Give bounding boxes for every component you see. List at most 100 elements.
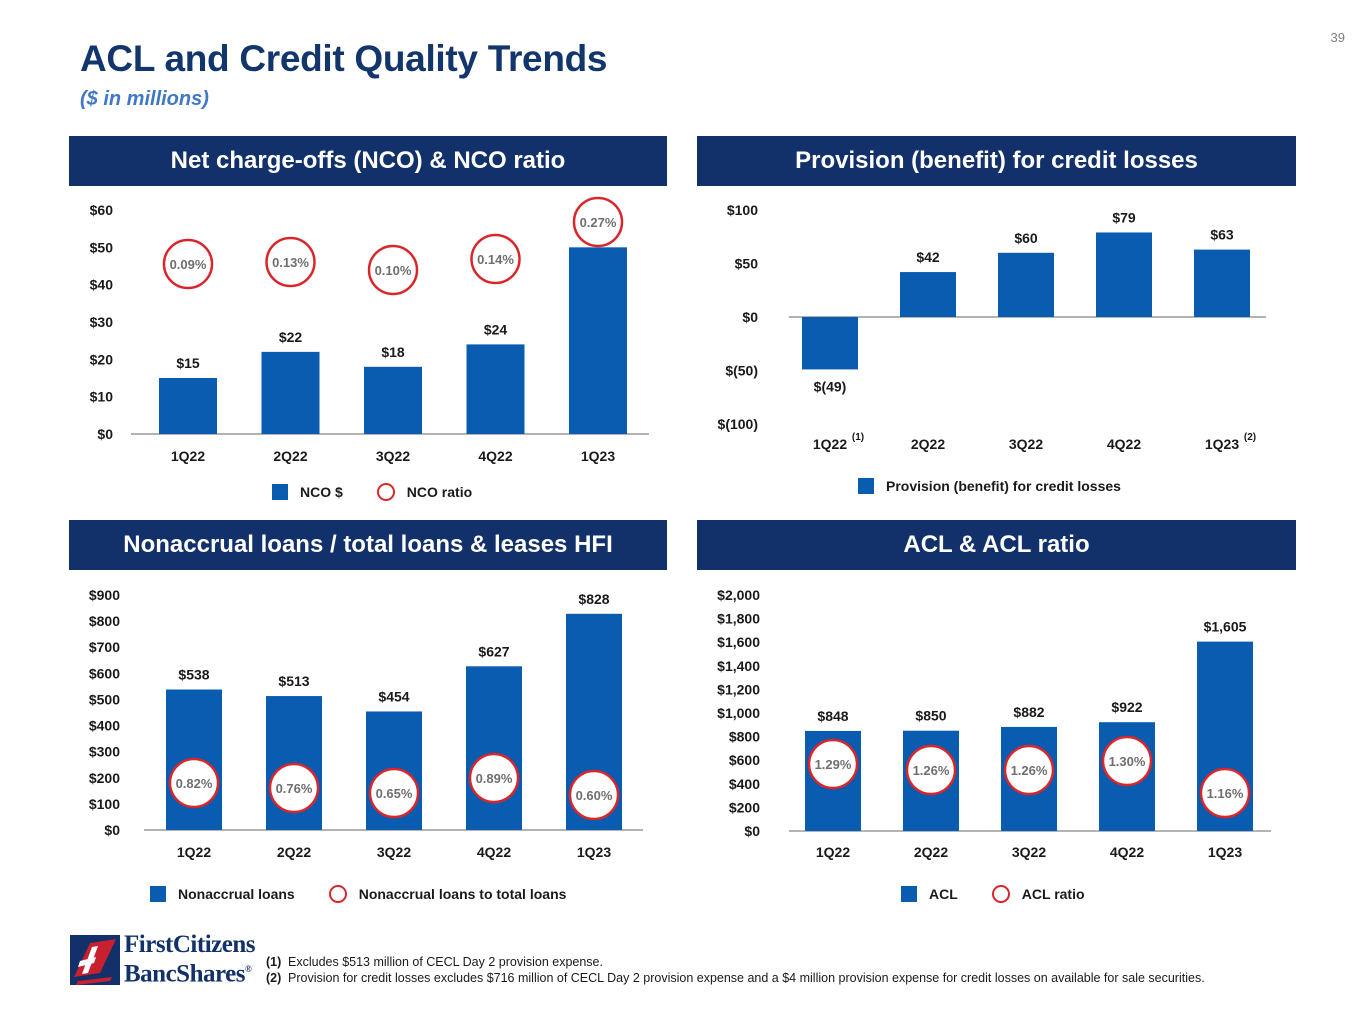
bar-1Q23: [1194, 249, 1250, 317]
page-title: ACL and Credit Quality Trends: [80, 38, 608, 79]
category-label: 1Q22: [816, 844, 850, 860]
ratio-label: 1.30%: [1109, 754, 1146, 769]
page-subtitle: ($ in millions): [80, 88, 209, 110]
provision-panel: Provision (benefit) for credit losses $(…: [697, 136, 1296, 506]
bar-3Q22: [364, 366, 422, 434]
flag-logo-icon: [70, 934, 120, 985]
ratio-ring: [168, 757, 220, 809]
y-tick-label: $30: [90, 314, 114, 330]
category-label: 1Q22: [813, 436, 847, 452]
legend-label-provision: Provision (benefit) for credit losses: [886, 478, 1121, 494]
nco-panel-header: Net charge-offs (NCO) & NCO ratio: [69, 136, 667, 186]
legend-label-nonaccrual-ratio: Nonaccrual loans to total loans: [358, 886, 567, 902]
category-footnote-marker: (1): [852, 432, 864, 443]
ratio-label: 0.82%: [176, 776, 213, 791]
ratio-ring: [572, 196, 624, 248]
category-label: 2Q22: [914, 844, 948, 860]
category-label: 4Q22: [477, 844, 511, 860]
category-label: 3Q22: [376, 448, 410, 464]
legend-ring-acl-ratio: [991, 885, 1010, 903]
bar-value-label: $(49): [814, 378, 847, 394]
category-footnote-marker: (2): [1244, 432, 1256, 443]
legend-label-nco-ratio: NCO ratio: [406, 484, 473, 500]
bar-value-label: $22: [279, 329, 303, 345]
ratio-label: 1.29%: [815, 757, 852, 772]
y-tick-label: $1,800: [717, 611, 760, 627]
category-label: 3Q22: [1009, 436, 1043, 452]
ratio-ring: [470, 233, 521, 285]
ratio-label: 0.13%: [272, 255, 309, 270]
category-label: 1Q23: [581, 448, 615, 464]
acl-chart: $0 $200 $400 $600 $800 $1,000 $1,200 $1,400 $1,6…: [717, 587, 1271, 860]
y-tick-label: $200: [89, 770, 120, 786]
ratio-label: 0.76%: [276, 781, 313, 796]
legend-swatch-provision: [858, 478, 874, 494]
legend-label-nco-dollars: NCO $: [300, 484, 343, 500]
category-label: 3Q22: [1012, 844, 1046, 860]
y-tick-label: $2,000: [717, 587, 760, 603]
bar-value-label: $538: [178, 667, 209, 683]
legend-label-nonaccrual: Nonaccrual loans: [178, 886, 295, 902]
bar-2Q22: [261, 351, 320, 434]
y-tick-label: $0: [97, 426, 113, 442]
bar-value-label: $848: [817, 708, 848, 724]
nco-chart: $0 $10 $20 $30 $40 $50 $60 $15 1Q22 0.09% $22 2Q22 0…: [90, 196, 649, 464]
y-tick-label: $400: [729, 776, 760, 792]
legend-swatch-acl: [901, 886, 917, 902]
provision-legend: Provision (benefit) for credit losses: [858, 478, 1121, 494]
bar-value-label: $18: [381, 344, 405, 360]
bar-1Q22: [159, 378, 217, 434]
bar-4Q22: [1096, 232, 1152, 317]
page-number: 39: [1330, 30, 1345, 45]
y-tick-label: $100: [89, 796, 120, 812]
y-tick-label: $100: [727, 202, 758, 218]
y-tick-label: $10: [90, 389, 114, 405]
y-tick-label: $0: [744, 823, 760, 839]
y-tick-label: $0: [742, 309, 758, 325]
bar-4Q22: [466, 666, 522, 830]
bar-value-label: $15: [176, 355, 200, 371]
ratio-label: 0.27%: [580, 215, 617, 230]
bar-1Q22: [802, 317, 858, 370]
y-tick-label: $700: [89, 639, 120, 655]
y-tick-label: $200: [729, 799, 760, 815]
bar-value-label: $1,605: [1204, 619, 1247, 635]
footnote-2-text: Provision for credit losses excludes $71…: [288, 971, 1205, 985]
category-label: 1Q23: [1205, 436, 1239, 452]
footnote-2: (2) Provision for credit losses excludes…: [266, 970, 1205, 986]
nonaccrual-panel: Nonaccrual loans / total loans & leases …: [69, 520, 667, 910]
y-tick-label: $1,000: [717, 705, 760, 721]
bar-value-label: $828: [578, 591, 609, 607]
y-tick-label: $500: [89, 691, 120, 707]
bar-value-label: $882: [1013, 704, 1044, 720]
category-label: 1Q22: [177, 844, 211, 860]
legend-ring-nco-ratio: [376, 483, 395, 501]
y-tick-label: $50: [90, 239, 114, 255]
y-tick-label: $400: [89, 718, 120, 734]
category-label: 3Q22: [377, 844, 411, 860]
category-label: 1Q22: [171, 448, 205, 464]
category-label: 2Q22: [273, 448, 307, 464]
bar-value-label: $922: [1111, 699, 1142, 715]
ratio-ring: [807, 738, 859, 790]
y-tick-label: $300: [89, 744, 120, 760]
category-label: 2Q22: [911, 436, 945, 452]
bar-value-label: $60: [1014, 230, 1038, 246]
ratio-ring: [1199, 767, 1251, 819]
bar-value-label: $454: [378, 688, 409, 704]
bar-value-label: $63: [1210, 227, 1234, 243]
logo-line-1: FirstCitizens: [124, 931, 255, 958]
category-label: 1Q23: [577, 844, 611, 860]
ratio-ring: [1003, 744, 1055, 796]
ratio-label: 0.14%: [477, 252, 514, 267]
footnotes: (1) Excludes $513 million of CECL Day 2 …: [266, 954, 1205, 986]
legend-swatch-nco-dollars: [272, 484, 288, 500]
bar-value-label: $79: [1112, 209, 1136, 225]
provision-chart: $(100) $(50) $0 $50 $100 $(49) 1Q22 (1) $42 2Q22 $…: [718, 202, 1266, 452]
nco-legend: NCO $ NCO ratio: [272, 483, 472, 501]
y-tick-label: $1,600: [717, 634, 760, 650]
footnote-1-marker: (1): [266, 955, 282, 969]
category-label: 2Q22: [277, 844, 311, 860]
category-label: 4Q22: [1110, 844, 1144, 860]
y-tick-label: $1,200: [717, 681, 760, 697]
